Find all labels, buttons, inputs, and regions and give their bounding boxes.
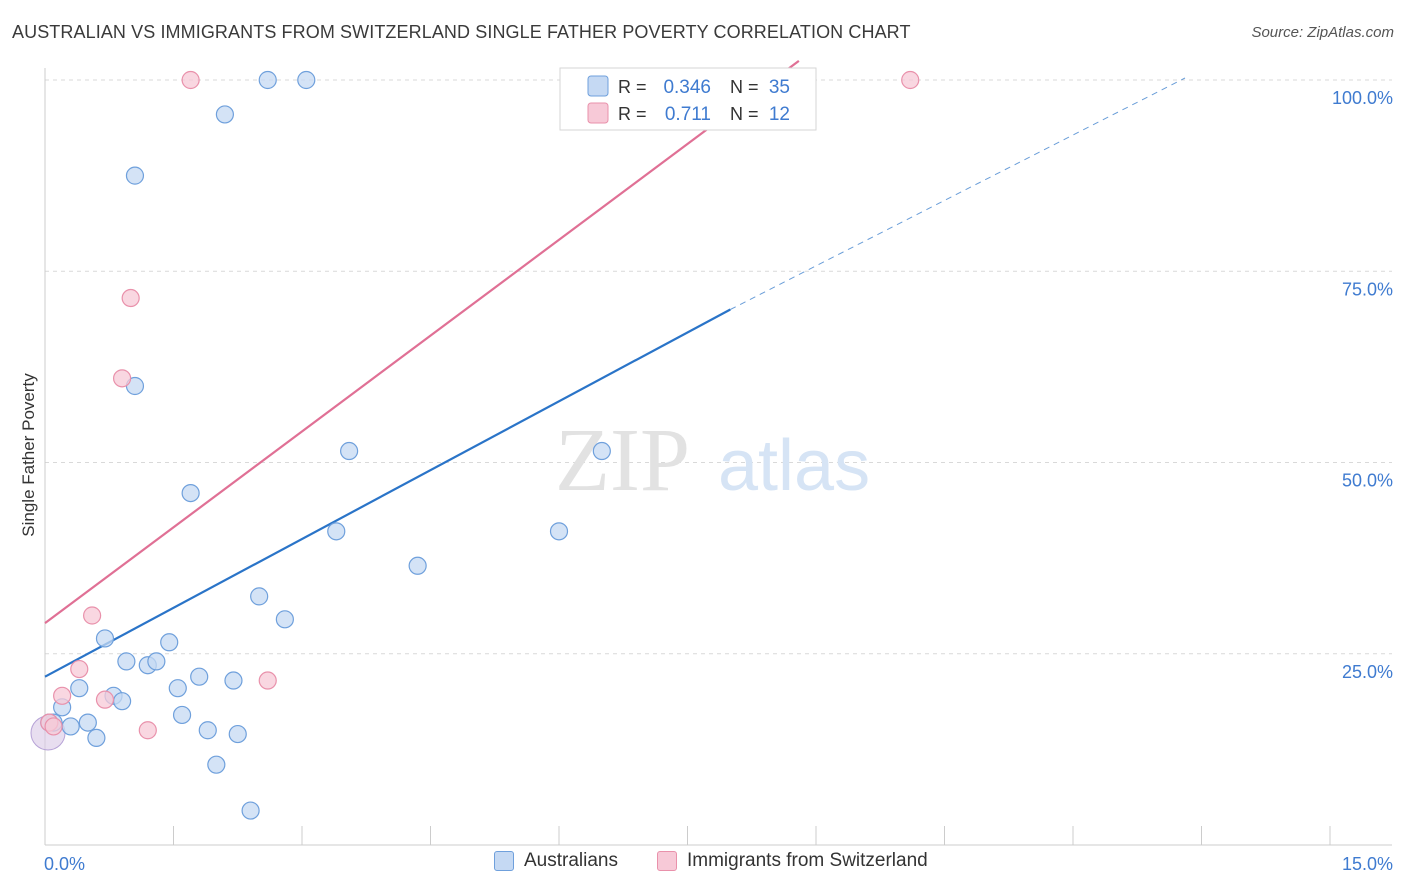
legend-top-r-value-0: 0.346 <box>663 77 711 98</box>
data-point-australians-8 <box>112 692 132 711</box>
legend-top-r-label-0: R = <box>618 77 647 97</box>
data-point-australians-21 <box>224 671 243 690</box>
y-tick-label-75: 75.0% <box>1342 279 1393 299</box>
chart-source: Source: ZipAtlas.com <box>1251 24 1394 41</box>
data-point-australians-23 <box>241 801 260 820</box>
data-point-australians-24 <box>250 587 269 606</box>
data-point-immigrants-6 <box>121 288 140 308</box>
data-point-immigrants-3 <box>83 606 102 625</box>
legend-top-swatch-1 <box>587 102 609 124</box>
data-point-australians-33 <box>125 166 145 185</box>
legend-item-immigrants-from-switzerland[interactable]: Immigrants from Switzerland <box>657 850 928 872</box>
data-point-immigrants-9 <box>258 671 277 690</box>
data-point-australians-31 <box>549 522 569 541</box>
data-point-australians-19 <box>207 755 226 774</box>
legend-top-swatch-0 <box>587 75 609 97</box>
x-tick-label-left: 0.0% <box>44 854 85 874</box>
data-point-australians-20 <box>215 105 234 124</box>
data-point-australians-30 <box>408 556 427 575</box>
data-point-immigrants-7 <box>138 721 157 740</box>
data-point-immigrants-1 <box>53 686 72 705</box>
data-point-australians-6 <box>95 629 115 648</box>
legend-item-australians[interactable]: Australians <box>494 850 618 872</box>
legend-top-n-value-1: 12 <box>769 104 790 125</box>
trend-line-australians-extension <box>730 77 1186 310</box>
legend-top-r-value-1: 0.711 <box>665 104 711 125</box>
chart-title: AUSTRALIAN VS IMMIGRANTS FROM SWITZERLAN… <box>12 22 911 42</box>
data-point-australians-2 <box>61 717 80 736</box>
data-point-australians-4 <box>78 713 97 732</box>
data-point-australians-5 <box>87 728 106 748</box>
data-point-australians-13 <box>160 633 179 652</box>
data-point-immigrants-10 <box>901 70 920 90</box>
legend-swatch-australians <box>494 851 514 871</box>
data-point-immigrants-11 <box>44 717 63 736</box>
data-point-australians-15 <box>172 705 192 725</box>
legend-top-r-label-1: R = <box>618 104 647 124</box>
data-point-australians-27 <box>297 70 316 90</box>
data-point-immigrants-2 <box>70 659 89 679</box>
data-point-australians-26 <box>275 610 294 629</box>
data-point-immigrants-8 <box>181 70 200 90</box>
data-point-australians-29 <box>340 441 359 461</box>
y-tick-label-25: 25.0% <box>1342 662 1393 682</box>
x-tick-label-right: 15.0% <box>1342 854 1393 874</box>
legend-swatch-immigrants-from-switzerland <box>657 851 677 871</box>
data-point-australians-32 <box>592 441 611 461</box>
legend-label-australians: Australians <box>524 850 618 871</box>
legend-top-n-label-1: N = <box>730 104 759 124</box>
trend-line-immigrants-from-switzerland <box>44 59 800 625</box>
data-point-immigrants-5 <box>112 369 132 388</box>
data-point-australians-18 <box>198 721 217 740</box>
legend-label-immigrants-from-switzerland: Immigrants from Switzerland <box>687 850 928 871</box>
watermark-atlas: atlas <box>718 426 870 506</box>
watermark: ZIP atlas <box>555 411 870 510</box>
legend-top-n-value-0: 35 <box>769 77 790 98</box>
data-point-australians-14 <box>168 679 187 698</box>
data-point-immigrants-4 <box>95 690 115 709</box>
axes <box>44 68 1392 846</box>
data-point-australians-3 <box>70 679 89 698</box>
legend-bottom: Australians Immigrants from Switzerland <box>0 850 1406 880</box>
data-point-australians-16 <box>181 484 200 503</box>
tick-labels: 25.0% 50.0% 75.0% 100.0% 0.0% 15.0% <box>44 88 1393 874</box>
data-point-australians-17 <box>190 667 209 686</box>
data-point-australians-12 <box>147 652 166 671</box>
data-point-australians-9 <box>117 652 136 671</box>
y-tick-label-100: 100.0% <box>1332 88 1393 108</box>
data-point-australians-28 <box>327 522 346 541</box>
legend-top: R = 0.346 N = 35 R = 0.711 N = 12 <box>559 67 817 131</box>
trend-lines <box>44 59 1186 678</box>
y-tick-label-50: 50.0% <box>1342 471 1393 491</box>
watermark-zip: ZIP <box>555 411 690 510</box>
y-axis-label: Single Father Poverty <box>19 373 38 537</box>
legend-top-n-label-0: N = <box>730 77 759 97</box>
data-point-australians-25 <box>258 70 277 90</box>
data-points <box>30 70 920 820</box>
data-point-australians-22 <box>228 724 247 744</box>
trend-line-australians <box>44 308 731 678</box>
